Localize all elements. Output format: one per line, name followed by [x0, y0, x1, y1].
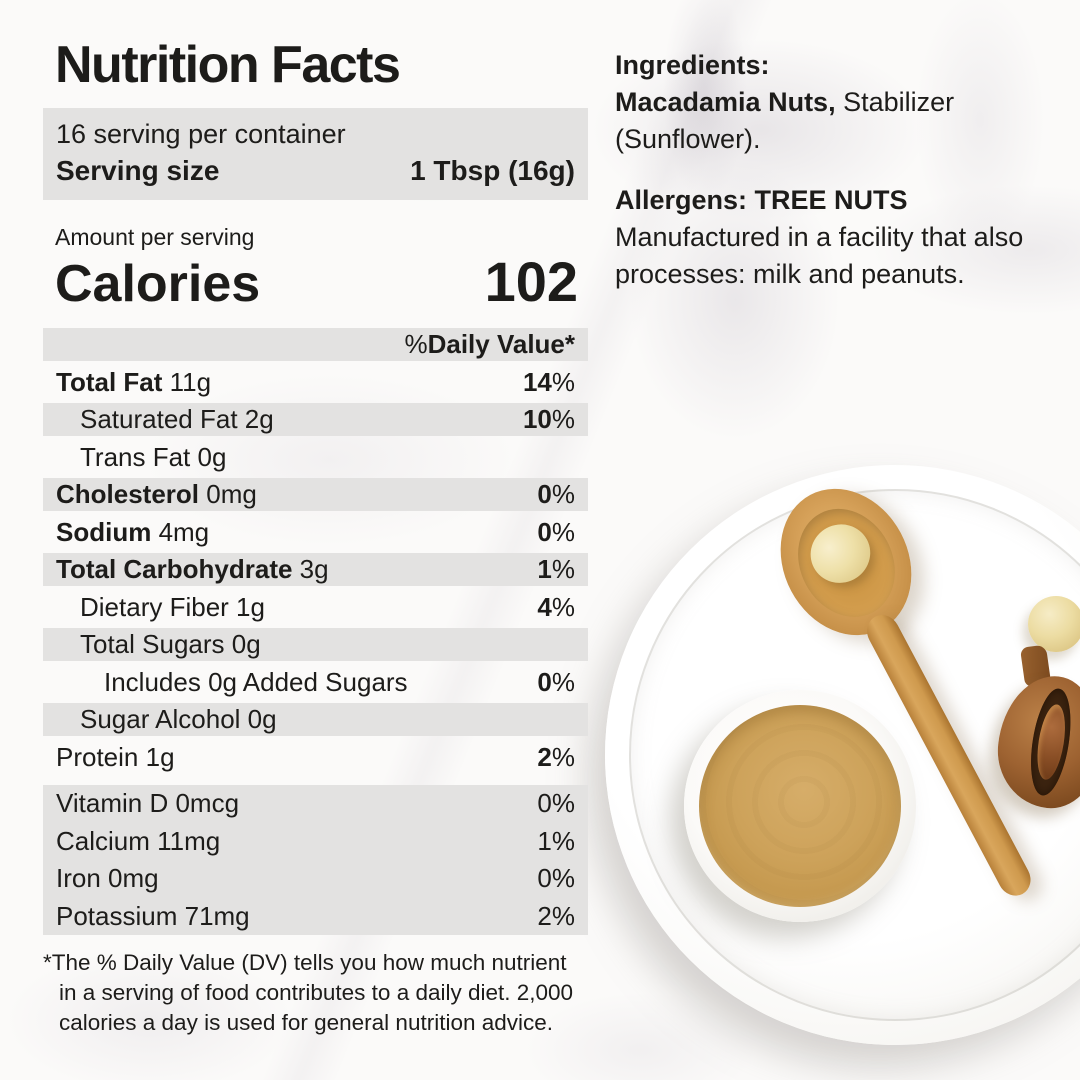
daily-value-percent-sign: % — [404, 329, 428, 360]
allergens-block: Allergens: TREE NUTS Manufactured in a f… — [615, 182, 1063, 293]
calories-row: Calories 102 — [55, 252, 578, 314]
allergens-text: Manufactured in a facility that also pro… — [615, 222, 1024, 289]
macadamia-nut-icon — [1028, 596, 1080, 652]
ingredients-regular-items: Stabilizer (Sunflower). — [615, 87, 955, 154]
ingredients-bold-items: Macadamia Nuts, — [615, 87, 836, 117]
nutrient-row-protein: Protein 1g 2% — [56, 741, 575, 772]
serving-size-label: Serving size — [56, 155, 220, 187]
macadamia-butter — [699, 705, 901, 907]
amount-per-serving: Amount per serving — [55, 224, 255, 251]
nutrient-row-saturated-fat: Saturated Fat 2g 10% — [43, 400, 588, 439]
micronutrient-row-potassium: Potassium 71mg 2% — [56, 900, 575, 931]
nutrient-row-total-fat: Total Fat 11g 14% — [56, 366, 575, 397]
ingredients-list: Macadamia Nuts, Stabilizer (Sunflower). — [615, 84, 1063, 158]
calories-value: 102 — [484, 250, 578, 314]
nutrient-row-sugar-alcohol: Sugar Alcohol 0g — [43, 700, 588, 739]
daily-value-footnote: *The % Daily Value (DV) tells you how mu… — [43, 949, 574, 1035]
nutrient-row-dietary-fiber: Dietary Fiber 1g 4% — [80, 591, 575, 622]
nutrient-row-cholesterol: Cholesterol 0mg 0% — [43, 475, 588, 514]
servings-per-container: 16 serving per container — [56, 119, 346, 150]
micronutrients-block: Vitamin D 0mcg 0% Calcium 11mg 1% Iron 0… — [43, 784, 588, 935]
label-title: Nutrition Facts — [55, 36, 401, 94]
nutrient-row-total-carbohydrate: Total Carbohydrate 3g 1% — [43, 550, 588, 589]
allergens-heading: Allergens: TREE NUTS — [615, 185, 908, 215]
daily-value-header: % Daily Value* — [43, 326, 588, 364]
serving-size-value: 1 Tbsp (16g) — [410, 155, 575, 187]
nutrition-facts-label: Nutrition Facts 16 serving per container… — [43, 36, 588, 1038]
butter-bowl — [684, 690, 916, 922]
daily-value-label: Daily Value* — [427, 329, 575, 360]
calories-label: Calories — [55, 255, 261, 314]
serving-info-box: 16 serving per container Serving size 1 … — [43, 108, 588, 201]
micronutrient-row-vitamin-d: Vitamin D 0mcg 0% — [56, 788, 575, 819]
serving-size-row: Serving size 1 Tbsp (16g) — [56, 152, 575, 190]
nutrient-row-total-sugars: Total Sugars 0g — [43, 625, 588, 664]
micronutrient-row-calcium: Calcium 11mg 1% — [56, 825, 575, 856]
nutrient-row-added-sugars: Includes 0g Added Sugars 0% — [104, 666, 575, 697]
micronutrient-row-iron: Iron 0mg 0% — [56, 863, 575, 894]
ingredients-panel: Ingredients: Macadamia Nuts, Stabilizer … — [615, 47, 1063, 293]
ingredients-heading: Ingredients: — [615, 50, 770, 80]
nutrient-row-sodium: Sodium 4mg 0% — [56, 516, 575, 547]
nutrient-row-trans-fat: Trans Fat 0g — [80, 441, 227, 472]
